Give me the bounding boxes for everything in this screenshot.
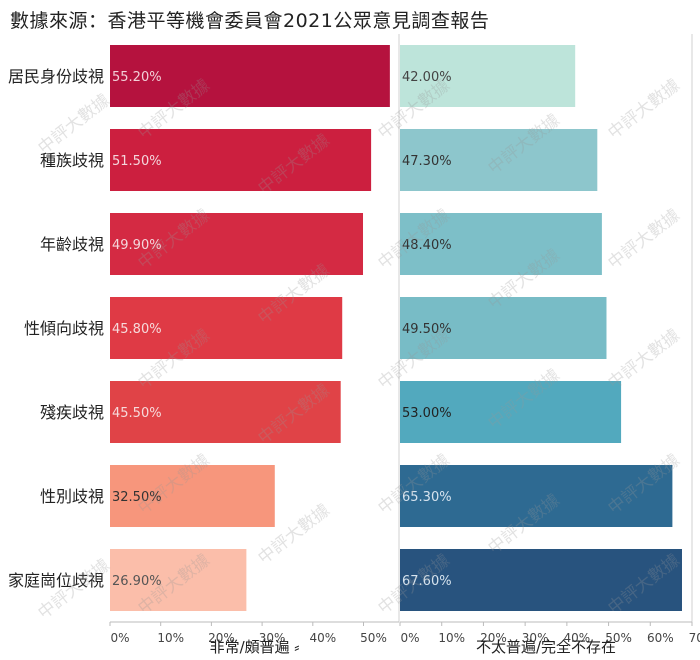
bar	[400, 129, 598, 191]
chart-title: 數據來源：香港平等機會委員會2021公眾意見調查報告	[10, 10, 490, 32]
data-label: 26.90%	[112, 574, 162, 589]
x-tick-label: 30%	[522, 631, 549, 645]
bar	[400, 465, 673, 527]
data-label: 45.50%	[112, 406, 162, 421]
data-label: 53.00%	[402, 406, 452, 421]
x-tick-label: 10%	[438, 631, 465, 645]
category-label: 性傾向歧視	[24, 319, 104, 338]
x-tick-label: 20%	[208, 631, 235, 645]
bar	[110, 381, 341, 443]
data-label: 49.50%	[402, 322, 452, 337]
category-label: 家庭崗位歧視	[8, 571, 104, 590]
x-tick-label: 0%	[400, 631, 419, 645]
data-label: 67.60%	[402, 574, 452, 589]
x-tick-label: 0%	[110, 631, 129, 645]
bar	[110, 45, 390, 107]
data-label: 51.50%	[112, 154, 162, 169]
category-label: 種族歧視	[40, 151, 104, 170]
data-label: 65.30%	[402, 490, 452, 505]
x-tick-label: 40%	[564, 631, 591, 645]
bar	[110, 549, 247, 611]
x-tick-label: 60%	[647, 631, 674, 645]
bar	[400, 381, 622, 443]
x-axis-title: 非常/頗普遍 ⸗	[210, 638, 300, 656]
category-label: 年齡歧視	[40, 235, 104, 254]
category-label: 性別歧視	[40, 487, 104, 506]
x-tick-label: 50%	[360, 631, 387, 645]
category-label: 居民身份歧視	[8, 67, 104, 86]
x-tick-label: 10%	[157, 631, 184, 645]
x-tick-label: 40%	[309, 631, 336, 645]
data-label: 42.00%	[402, 70, 452, 85]
x-tick-label: 20%	[480, 631, 507, 645]
data-label: 48.40%	[402, 238, 452, 253]
category-label: 殘疾歧視	[40, 403, 104, 422]
bar	[110, 297, 343, 359]
data-label: 45.80%	[112, 322, 162, 337]
x-axis-title: 不太普遍/完全不存在	[476, 638, 616, 656]
bar	[110, 129, 372, 191]
x-tick-label: 50%	[605, 631, 632, 645]
bar	[110, 213, 364, 275]
bar	[400, 297, 607, 359]
data-label: 32.50%	[112, 490, 162, 505]
data-label: 49.90%	[112, 238, 162, 253]
bar	[110, 465, 275, 527]
x-tick-label: 70%	[689, 631, 700, 645]
x-tick-label: 30%	[259, 631, 286, 645]
bar	[400, 213, 602, 275]
data-label: 47.30%	[402, 154, 452, 169]
bar	[400, 45, 576, 107]
data-label: 55.20%	[112, 70, 162, 85]
bar	[400, 549, 682, 611]
